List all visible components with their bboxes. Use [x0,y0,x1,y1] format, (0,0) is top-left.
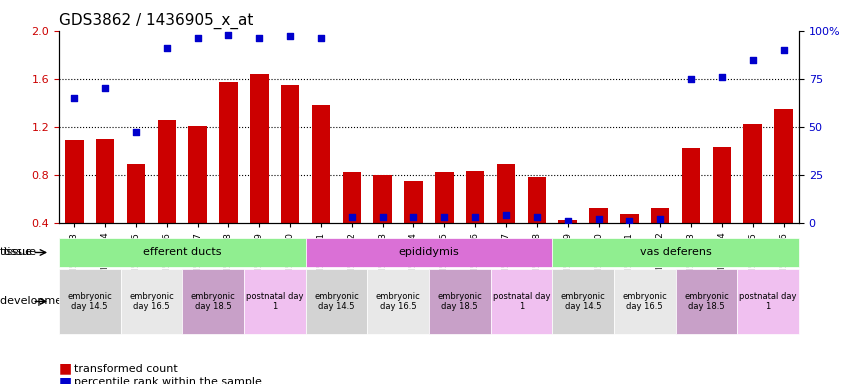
Point [685,76,698,82]
Bar [521,31,553,223]
Text: efferent ducts: efferent ducts [143,247,221,258]
Text: ■: ■ [59,362,72,376]
Bar [651,208,669,223]
Point [468,214,482,220]
Point [653,216,667,222]
Point [376,214,389,220]
Bar [127,164,145,223]
Text: postnatal day
1: postnatal day 1 [246,292,304,311]
Text: epididymis: epididymis [399,247,459,258]
Bar [90,31,120,223]
Point [130,129,143,136]
Text: embryonic
day 18.5: embryonic day 18.5 [684,292,729,311]
Point [67,95,81,101]
Bar [583,31,614,223]
Bar [220,82,238,223]
Text: ■: ■ [59,375,72,384]
Bar [250,74,268,223]
Point [746,56,759,63]
Bar [497,164,516,223]
Bar [188,126,207,223]
Point [191,35,204,41]
Bar [558,220,577,223]
Bar [738,31,768,223]
Bar [620,214,638,223]
Bar [182,31,213,223]
Bar [305,31,336,223]
Bar [743,124,762,223]
Bar [151,31,182,223]
Bar [59,31,90,223]
Point [252,35,266,41]
Bar [157,119,176,223]
Bar [775,109,793,223]
Point [777,47,791,53]
Text: embryonic
day 16.5: embryonic day 16.5 [376,292,420,311]
Bar [614,31,645,223]
Bar [312,105,331,223]
Point [622,218,636,224]
Bar [244,31,275,223]
Bar [553,31,583,223]
Bar [706,31,738,223]
Text: embryonic
day 14.5: embryonic day 14.5 [314,292,359,311]
Bar [435,172,453,223]
Text: embryonic
day 14.5: embryonic day 14.5 [561,292,606,311]
Bar [490,31,521,223]
Point [530,214,543,220]
Text: embryonic
day 16.5: embryonic day 16.5 [622,292,667,311]
Bar [645,31,675,223]
Text: embryonic
day 16.5: embryonic day 16.5 [129,292,174,311]
Bar [466,171,484,223]
Bar [675,31,706,223]
Bar [429,31,460,223]
Point [407,214,420,220]
Point [283,33,297,40]
Point [715,74,728,80]
Point [345,214,358,220]
Point [592,216,606,222]
Bar [590,208,608,223]
Text: postnatal day
1: postnatal day 1 [739,292,797,311]
Text: embryonic
day 18.5: embryonic day 18.5 [437,292,482,311]
Bar [96,139,114,223]
Point [561,218,574,224]
Bar [281,85,299,223]
Text: postnatal day
1: postnatal day 1 [493,292,550,311]
Text: GDS3862 / 1436905_x_at: GDS3862 / 1436905_x_at [59,13,253,29]
Bar [527,177,546,223]
Bar [213,31,244,223]
Text: percentile rank within the sample: percentile rank within the sample [74,377,262,384]
Bar [398,31,429,223]
Bar [342,172,361,223]
Bar [682,148,701,223]
Text: tissue: tissue [4,247,37,258]
Bar [65,140,83,223]
Text: development stage: development stage [0,296,108,306]
Point [160,45,173,51]
Text: embryonic
day 14.5: embryonic day 14.5 [67,292,112,311]
Bar [368,31,398,223]
Point [315,35,328,41]
Bar [405,181,423,223]
Text: embryonic
day 18.5: embryonic day 18.5 [191,292,235,311]
Point [500,212,513,218]
Bar [768,31,799,223]
Point [222,31,235,38]
Bar [120,31,151,223]
Text: transformed count: transformed count [74,364,177,374]
Point [98,85,112,91]
Bar [275,31,305,223]
Point [437,214,451,220]
Text: tissue: tissue [0,247,33,258]
Bar [712,147,731,223]
Bar [460,31,490,223]
Text: vas deferens: vas deferens [640,247,711,258]
Bar [373,175,392,223]
Bar [336,31,368,223]
